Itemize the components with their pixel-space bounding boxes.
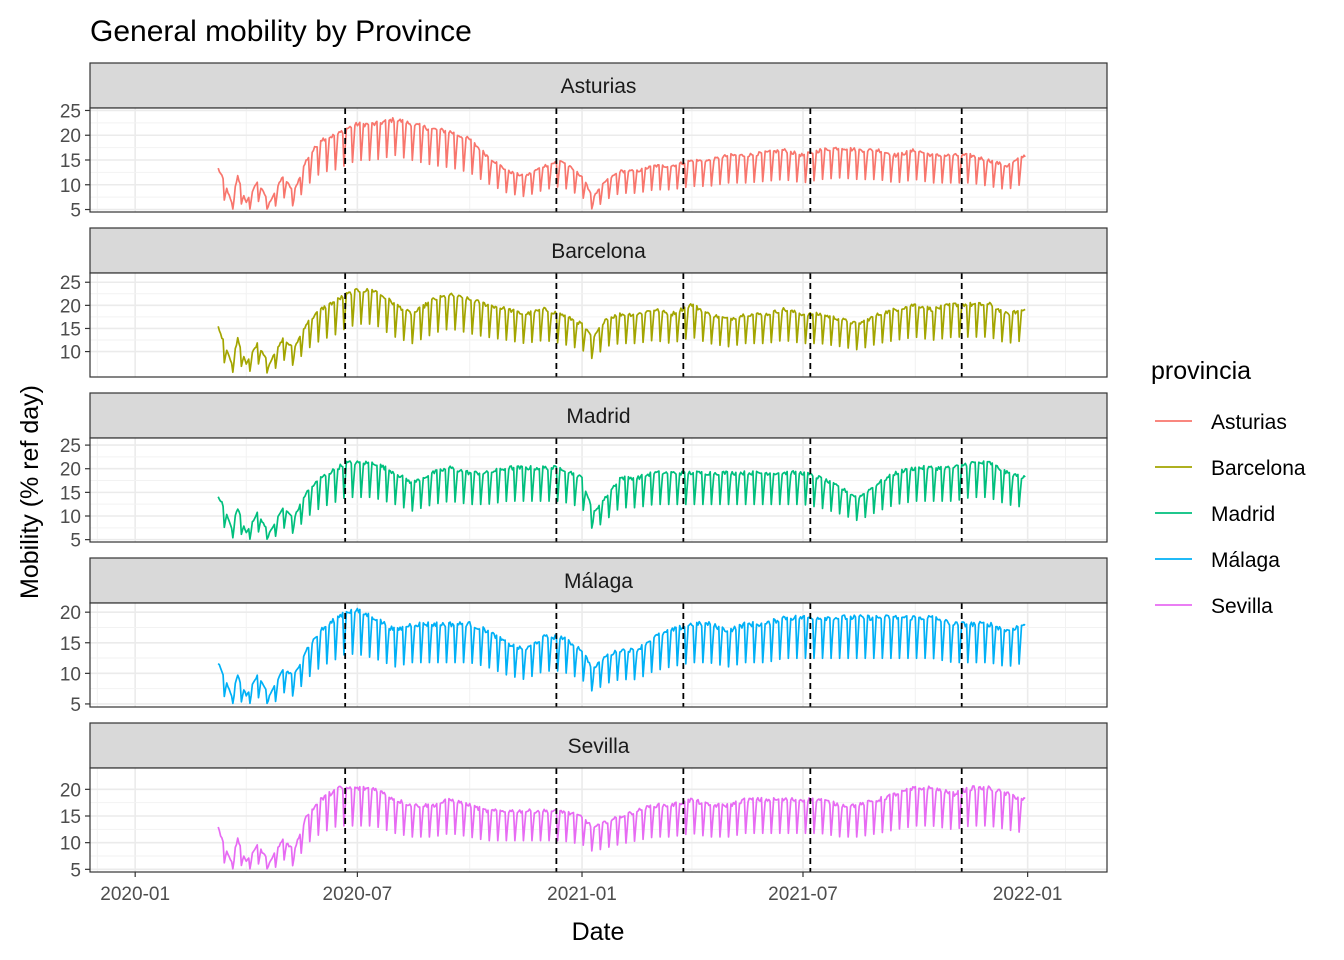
series-line-malaga (217, 607, 1026, 705)
legend-item-sevilla: Sevilla (1155, 595, 1273, 618)
x-tick-label: 2020-07 (323, 884, 393, 905)
y-tick-label: 10 (60, 834, 81, 855)
y-tick-label: 15 (60, 319, 81, 340)
legend-label: Asturias (1211, 411, 1287, 434)
y-tick-label: 5 (70, 860, 81, 881)
facet-sevilla: Sevilla 5 10 15 20 (60, 722, 1108, 881)
facet-strip (89, 62, 1108, 109)
legend-label: Madrid (1211, 503, 1275, 526)
series-line-madrid (217, 460, 1026, 541)
facet-strip (89, 227, 1108, 274)
y-tick-label: 20 (60, 460, 81, 481)
y-tick-label: 10 (60, 176, 81, 197)
y-tick-label: 15 (60, 807, 81, 828)
y-tick-label: 20 (60, 603, 81, 624)
legend-items: Asturias Barcelona Madrid Málaga Sevilla (1155, 411, 1306, 618)
legend-label: Barcelona (1211, 457, 1306, 480)
legend-title: provincia (1151, 357, 1251, 385)
legend-label: Sevilla (1211, 595, 1273, 618)
grid-lines (90, 108, 1107, 212)
facet-strip-label: Madrid (566, 405, 630, 428)
y-tick-label: 20 (60, 296, 81, 317)
facet-strip-label: Barcelona (551, 240, 646, 263)
y-tick-label: 15 (60, 483, 81, 504)
y-tick-label: 10 (60, 343, 81, 364)
y-tick-label: 25 (60, 273, 81, 294)
y-tick-label: 5 (70, 201, 81, 222)
panel-border (89, 437, 1108, 543)
y-tick-label: 5 (70, 695, 81, 716)
grid-lines (90, 273, 1107, 377)
y-tick-label: 5 (70, 531, 81, 552)
panel-border (89, 602, 1108, 708)
legend-label: Málaga (1211, 549, 1280, 572)
y-tick-label: 20 (60, 126, 81, 147)
y-axis-title: Mobility (% ref day) (16, 385, 44, 599)
x-tick-label: 2022-01 (993, 884, 1063, 905)
series-line-asturias (217, 116, 1026, 210)
facet-malaga: Málaga 5 10 15 20 (60, 557, 1108, 716)
y-tick-label: 10 (60, 507, 81, 528)
y-tick-label: 15 (60, 634, 81, 655)
series-line-sevilla (217, 785, 1026, 870)
facet-asturias: Asturias 5 10 15 20 25 (60, 62, 1108, 222)
chart-title: General mobility by Province (90, 15, 472, 48)
panel-background (90, 603, 1107, 707)
legend-item-barcelona: Barcelona (1155, 457, 1306, 480)
panel-border (89, 767, 1108, 873)
facet-strip-label: Málaga (564, 570, 633, 593)
y-tick-label: 20 (60, 780, 81, 801)
legend-item-malaga: Málaga (1155, 549, 1280, 572)
panel-border (89, 272, 1108, 378)
x-axis-title: Date (572, 918, 625, 946)
y-tick-label: 25 (60, 101, 81, 122)
legend-item-madrid: Madrid (1155, 503, 1275, 526)
x-tick-label: 2021-01 (547, 884, 617, 905)
series-line-barcelona (217, 287, 1026, 374)
y-tick-label: 25 (60, 436, 81, 457)
facet-strip-label: Asturias (561, 75, 637, 98)
panel-background (90, 438, 1107, 542)
facet-strip (89, 722, 1108, 769)
facet-strip (89, 392, 1108, 439)
facet-strip-label: Sevilla (568, 735, 630, 758)
y-tick-label: 15 (60, 151, 81, 172)
x-tick-label: 2020-01 (100, 884, 170, 905)
x-axis: 2020-01 2020-07 2021-01 2021-07 2022-01 (100, 872, 1063, 905)
y-tick-label: 10 (60, 664, 81, 685)
facet-panels: Asturias510152025Barcelona10152025Madrid… (60, 62, 1108, 881)
legend-item-asturias: Asturias (1155, 411, 1287, 434)
facet-strip (89, 557, 1108, 604)
legend: provincia Asturias Barcelona Madrid Málaga S… (1151, 357, 1306, 618)
x-tick-label: 2021-07 (768, 884, 838, 905)
